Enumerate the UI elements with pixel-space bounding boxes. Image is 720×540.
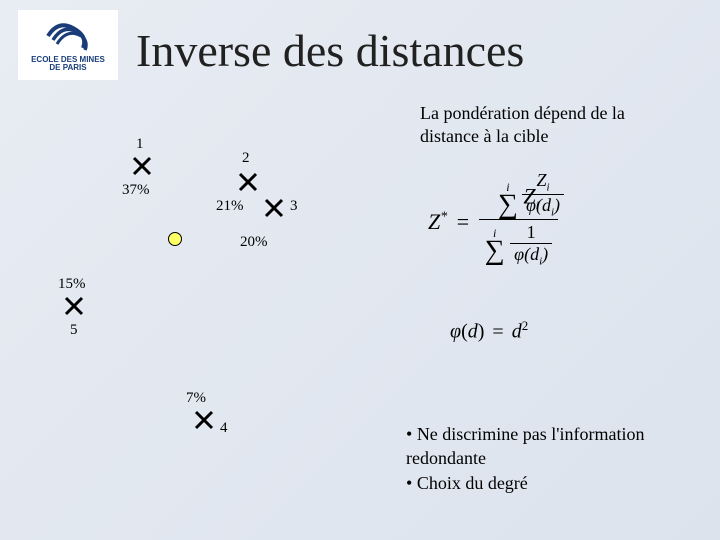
cross-icon [132, 156, 152, 176]
formula-zi-z2: Z [536, 170, 546, 190]
formula-eq: = [457, 209, 469, 234]
formula-phi: φ [514, 244, 524, 264]
point-2-pct: 21% [216, 198, 244, 215]
main-formula: Z* = i∑ Zi i∑ 1 φ(di) Zi φ(di) [428, 178, 558, 270]
points-diagram: 1 37% 2 21% 3 20% 15% 5 7% 4 [40, 136, 380, 476]
logo-swirl-icon [43, 18, 93, 54]
phi-lhs: φ [450, 321, 461, 343]
point-1-pct: 37% [122, 182, 150, 199]
point-3-label: 3 [290, 198, 298, 215]
phi-parenr: ) [478, 321, 485, 343]
formula-phi2: φ [526, 195, 536, 215]
formula-d2: d [542, 195, 551, 215]
point-2-label: 2 [242, 150, 250, 167]
logo: ECOLE DES MINES DE PARIS [18, 10, 118, 80]
cross-icon [64, 296, 84, 316]
cross-icon [264, 198, 284, 218]
point-3-pct: 20% [240, 234, 268, 251]
formula-zi-i2: i [546, 182, 549, 194]
target-marker [168, 232, 182, 246]
bullet-1: Ne discrimine pas l'information redondan… [406, 424, 645, 468]
phi-eq: = [492, 321, 503, 343]
formula-z: Z [428, 209, 440, 234]
bullet-list: • Ne discrimine pas l'information redond… [406, 422, 720, 495]
subtitle-text: La pondération dépend de la distance à l… [420, 102, 680, 147]
point-4-label: 4 [220, 420, 228, 437]
cross-icon [238, 172, 258, 192]
phi-parenl: ( [461, 321, 468, 343]
phi-rhs-exp: 2 [522, 318, 529, 333]
phi-formula: φ(d) = d2 [450, 318, 528, 344]
phi-arg: d [468, 321, 478, 343]
point-1-label: 1 [136, 136, 144, 153]
point-5-label: 5 [70, 322, 78, 339]
formula-di: i [539, 256, 542, 268]
formula-one: 1 [527, 222, 536, 242]
cross-icon [194, 410, 214, 430]
formula-star: * [440, 210, 447, 225]
formula-di2: i [551, 206, 554, 218]
page-title: Inverse des distances [136, 24, 524, 77]
bullet-2: Choix du degré [417, 473, 528, 493]
formula-d: d [530, 244, 539, 264]
point-4-pct: 7% [186, 390, 206, 407]
logo-line2: DE PARIS [49, 63, 86, 72]
phi-rhs-base: d [512, 321, 522, 343]
point-5-pct: 15% [58, 276, 86, 293]
